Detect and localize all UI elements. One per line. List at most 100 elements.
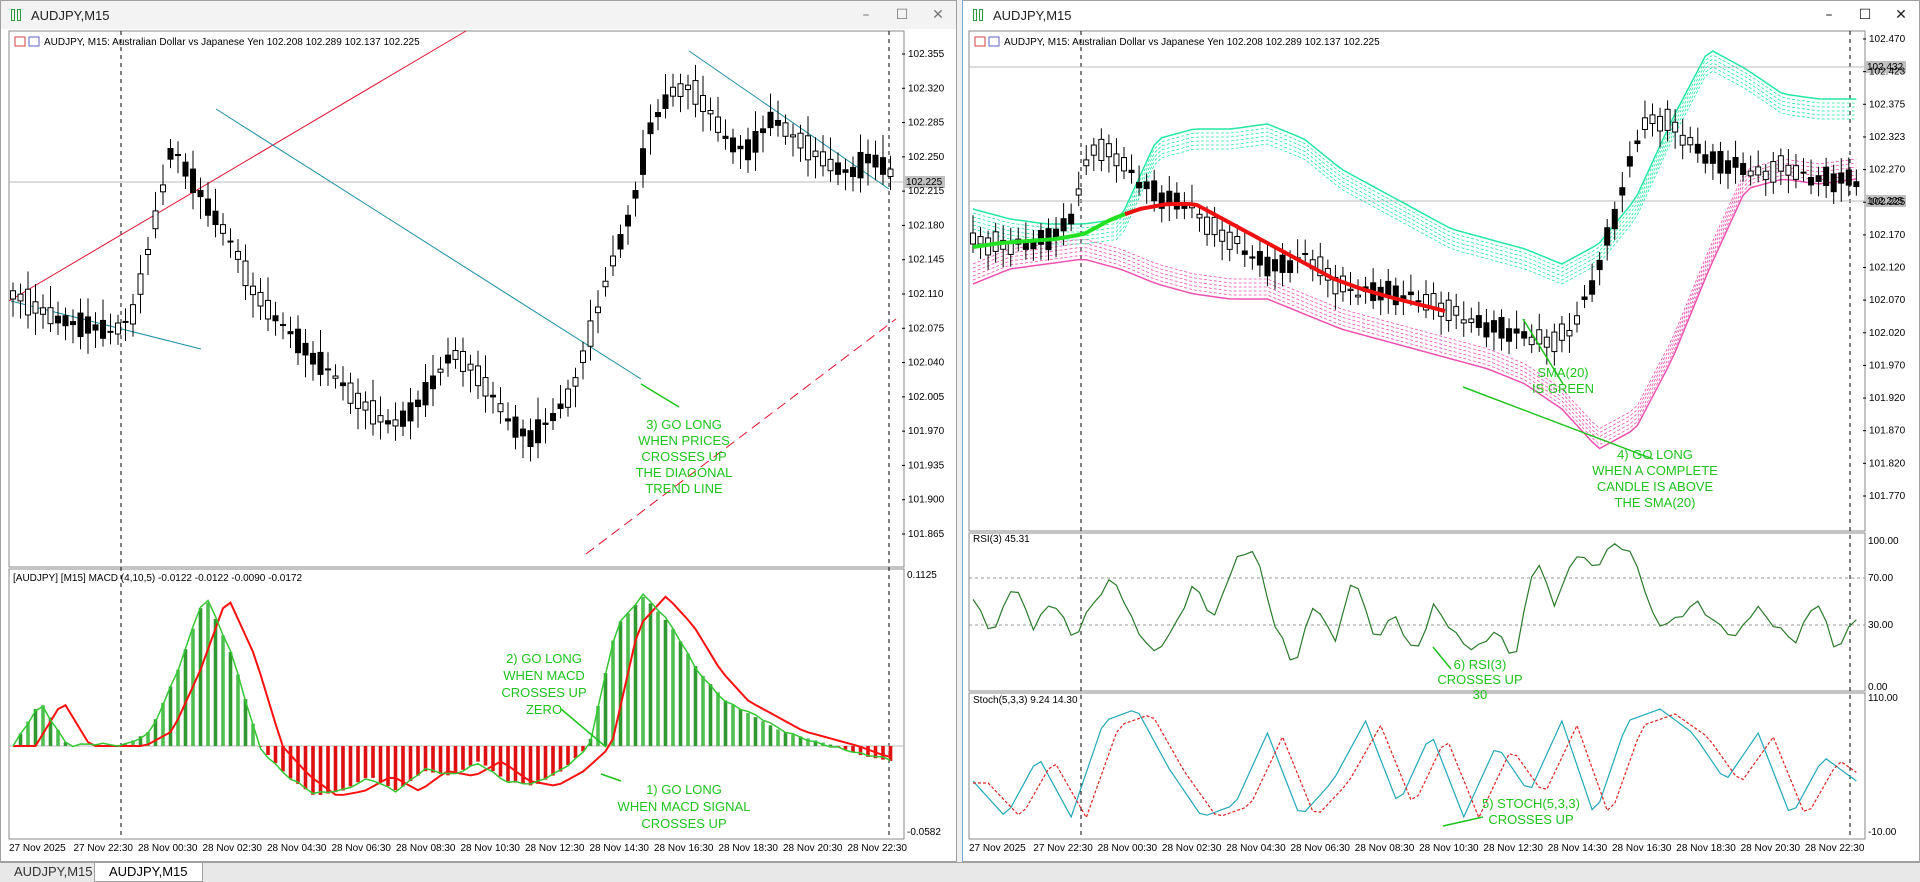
sma20-red [1124, 202, 1446, 313]
candle [550, 413, 556, 422]
time-tick-label: 28 Nov 20:30 [783, 843, 843, 854]
stoch-axis[interactable]: 110.00 -10.00 [1868, 693, 1898, 838]
candle [55, 315, 61, 324]
candle [295, 328, 301, 354]
macd-bar [843, 746, 848, 750]
candle [1136, 181, 1143, 189]
chart-header: AUDJPY, M15: Australian Dollar vs Japane… [44, 37, 420, 48]
time-tick-label: 28 Nov 06:30 [332, 843, 392, 854]
close-button[interactable]: ✕ [1895, 7, 1907, 23]
time-tick-label: 28 Nov 06:30 [1291, 843, 1351, 854]
close-button[interactable]: ✕ [932, 7, 944, 23]
macd-bar [281, 746, 285, 772]
candle [565, 388, 571, 408]
macd-bar [626, 613, 630, 746]
minimize-button[interactable]: – [1825, 7, 1833, 23]
candle [700, 94, 706, 113]
rsi-axis[interactable]: 100.00 70.00 30.00 0.00 [1868, 536, 1899, 693]
macd-bar [243, 699, 248, 746]
macd-bar [701, 675, 705, 746]
price-pane[interactable] [8, 30, 905, 568]
candle [32, 301, 39, 314]
candle [1219, 229, 1226, 242]
candle [1717, 150, 1724, 174]
time-tick-label: 28 Nov 22:30 [848, 843, 908, 854]
candle [692, 80, 699, 105]
time-tick-label: 28 Nov 00:30 [138, 843, 198, 854]
macd-bar [566, 746, 570, 766]
macd-bar [168, 686, 173, 746]
time-tick-label: 28 Nov 00:30 [1098, 843, 1158, 854]
candle [1090, 144, 1097, 156]
candle [17, 293, 24, 302]
time-axis[interactable]: 27 Nov 2025 27 Nov 22:30 28 Nov 00:30 28 No… [969, 843, 1865, 854]
candle [580, 350, 586, 363]
candle [407, 402, 414, 422]
price-pane[interactable] [968, 30, 1866, 532]
price-tick-label: 101.770 [1869, 491, 1906, 502]
chart-window-left[interactable]: AUDJPY,M15 – ☐ ✕ AUDJPY, M15: Australian… [0, 0, 957, 862]
candle [1483, 322, 1490, 338]
macd-axis[interactable]: 0.1125 -0.0582 [907, 570, 941, 838]
trend-line-red-dashed[interactable] [585, 318, 897, 555]
chart-area[interactable]: AUDJPY, M15: Australian Dollar vs Japane… [1, 29, 956, 863]
candle [250, 285, 256, 296]
window-title: AUDJPY,M15 [993, 7, 1072, 23]
candle [475, 365, 481, 387]
trend-line-red[interactable] [8, 30, 467, 302]
macd-bar [656, 611, 660, 746]
tab-chart-2[interactable]: AUDJPY,M15 [94, 863, 203, 882]
macd-bar [438, 746, 443, 774]
trend-line-blue[interactable] [215, 108, 642, 380]
macd-bar [138, 736, 143, 746]
macd-tick-label: -0.0582 [907, 827, 941, 838]
maximize-button[interactable]: ☐ [1858, 7, 1872, 23]
price-tick-label: 102.355 [908, 49, 945, 60]
window-titlebar[interactable]: AUDJPY,M15 – ☐ ✕ [963, 1, 1919, 29]
ref-price-label: 102.432 [1867, 62, 1904, 73]
stoch-pane[interactable] [968, 692, 1866, 840]
rsi-pane[interactable] [968, 532, 1866, 692]
candle [1204, 216, 1211, 235]
price-tick-label: 102.470 [1869, 34, 1906, 45]
candle [1151, 180, 1158, 202]
window-titlebar[interactable]: AUDJPY,M15 – ☐ ✕ [1, 1, 956, 29]
chart-menu-icon[interactable] [14, 36, 40, 47]
candle [437, 368, 444, 373]
macd-bar [858, 746, 863, 756]
candle [1287, 260, 1294, 274]
trend-line-blue[interactable] [688, 50, 890, 190]
chart-tabs[interactable]: AUDJPY,M15 AUDJPY,M15 [0, 862, 1920, 882]
macd-bar [581, 746, 585, 752]
candle [1687, 137, 1694, 146]
time-tick-label: 28 Nov 14:30 [590, 843, 650, 854]
macd-pane[interactable] [8, 568, 905, 840]
candle [625, 214, 631, 227]
chart-window-right[interactable]: AUDJPY,M15 – ☐ ✕ AUDJPY, M15: Australian… [962, 0, 1920, 862]
macd-bar [288, 746, 293, 779]
candle [520, 428, 526, 437]
price-axis[interactable]: 102.470 102.423 102.375 102.323 102.270 102.2… [1863, 34, 1906, 502]
macd-bar [491, 746, 495, 772]
macd-bar [303, 746, 308, 790]
rsi-tick-label: 30.00 [1868, 620, 1893, 631]
tab-chart-1[interactable]: AUDJPY,M15 [14, 864, 93, 879]
candle [715, 116, 721, 133]
chart-area[interactable]: AUDJPY, M15: Australian Dollar vs Japane… [963, 29, 1919, 863]
rsi-tick-label: 0.00 [1868, 682, 1888, 693]
candle [970, 232, 976, 245]
macd-bar [761, 721, 765, 746]
macd-histogram [18, 596, 893, 795]
price-axis[interactable]: 102.355 102.320 102.285 102.250 102.215 102.1… [902, 49, 945, 540]
time-axis[interactable]: 27 Nov 2025 27 Nov 22:30 28 Nov 00:30 28 No… [9, 843, 907, 854]
chart-menu-icon[interactable] [974, 36, 1000, 47]
minimize-button[interactable]: – [862, 7, 870, 23]
candle [1725, 160, 1731, 174]
maximize-button[interactable]: ☐ [895, 7, 909, 23]
candle [1249, 256, 1256, 259]
candle [1166, 190, 1173, 204]
macd-bar [686, 653, 690, 746]
macd-bar [431, 746, 435, 773]
candle [835, 162, 841, 175]
note-pointer [1432, 646, 1452, 670]
